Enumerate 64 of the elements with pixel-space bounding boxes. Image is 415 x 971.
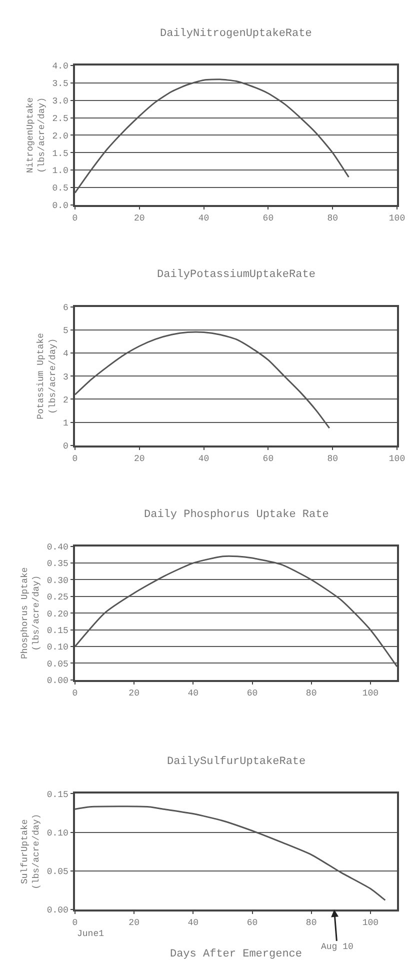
x-tick-label: 60 — [262, 214, 274, 224]
y-tick-label: 0.25 — [46, 592, 68, 603]
y-tick-label: 0.10 — [46, 642, 68, 653]
y-tick-label: 2.5 — [52, 114, 68, 124]
x-tick-label: 20 — [134, 454, 145, 464]
chart-title: DailyPotassiumUptakeRate — [157, 269, 316, 281]
x-tick-label: 0 — [72, 918, 78, 928]
x-tick-label: 40 — [198, 454, 210, 464]
y-tick-label: 0.35 — [46, 559, 68, 570]
x-tick-label: 0 — [72, 214, 78, 224]
y-tick-label: 1.5 — [52, 148, 68, 159]
y-tick-label: 3 — [63, 372, 68, 382]
y-tick-label: 2 — [63, 395, 68, 406]
y-axis-title: NitrogenUptake (lbs/acre/day) — [25, 97, 48, 174]
x-tick-label: 80 — [306, 688, 317, 698]
y-tick-label: 2.0 — [52, 131, 68, 142]
x-tick-label: 80 — [327, 454, 338, 464]
text: June1 — [77, 929, 104, 939]
y-tick-label: 4.0 — [52, 62, 68, 72]
y-tick-label: 1.0 — [52, 166, 68, 176]
y-axis-title: Phosphorus Uptake (lbs/acre/day) — [20, 567, 42, 660]
y-tick-label: 0.00 — [46, 906, 68, 916]
y-tick-label: 3.5 — [52, 79, 68, 90]
y-tick-label: 0.15 — [46, 626, 68, 636]
x-tick-label: 20 — [134, 214, 145, 224]
x-tick-label: 60 — [246, 918, 258, 928]
x-axis-title: Days After Emergence — [170, 948, 302, 961]
x-tick-label: 0 — [72, 454, 78, 464]
y-tick-label: 6 — [63, 303, 68, 314]
y-tick-label: 0.30 — [46, 576, 68, 586]
y-tick-label: 0.20 — [46, 609, 68, 620]
y-tick-label: 5 — [63, 326, 68, 336]
y-tick-label: 0.15 — [46, 790, 68, 800]
x-tick-label: 100 — [388, 214, 406, 224]
y-tick-label: 1 — [63, 418, 68, 428]
x-tick-label: 40 — [198, 214, 210, 224]
y-axis-title: Potassium Uptake (lbs/acre/day) — [36, 332, 58, 420]
chart-title: DailyNitrogenUptakeRate — [160, 28, 312, 40]
text: Aug 10 — [321, 942, 354, 952]
y-tick-label: 4 — [63, 349, 68, 360]
x-tick-label: 40 — [188, 918, 199, 928]
y-tick-label: 0.40 — [46, 542, 68, 552]
x-tick-label: 100 — [388, 454, 406, 464]
y-tick-label: 0.05 — [46, 659, 68, 670]
x-tick-label: 100 — [362, 918, 379, 928]
chart-title: Daily Phosphorus Uptake Rate — [144, 509, 329, 521]
y-tick-label: 0.10 — [46, 828, 68, 838]
x-tick-label: 100 — [362, 688, 379, 698]
chart-title: DailySulfurUptakeRate — [167, 756, 306, 768]
y-tick-label: 0.00 — [46, 676, 68, 686]
x-tick-label: 60 — [246, 688, 258, 698]
x-tick-label: 0 — [72, 688, 78, 698]
x-tick-label: 40 — [188, 688, 199, 698]
y-tick-label: 3.0 — [52, 96, 68, 106]
x-tick-label: 80 — [306, 918, 317, 928]
y-tick-label: 0.0 — [52, 201, 68, 212]
y-tick-label: 0.5 — [52, 184, 68, 194]
x-tick-label: 20 — [128, 688, 140, 698]
x-tick-label: 60 — [262, 454, 274, 464]
x-tick-label: 80 — [327, 214, 338, 224]
x-tick-label: 20 — [128, 918, 140, 928]
y-tick-label: 0 — [63, 442, 68, 452]
y-axis-title: SulfurUptake (lbs/acre/day) — [20, 814, 42, 890]
y-tick-label: 0.05 — [46, 867, 68, 878]
